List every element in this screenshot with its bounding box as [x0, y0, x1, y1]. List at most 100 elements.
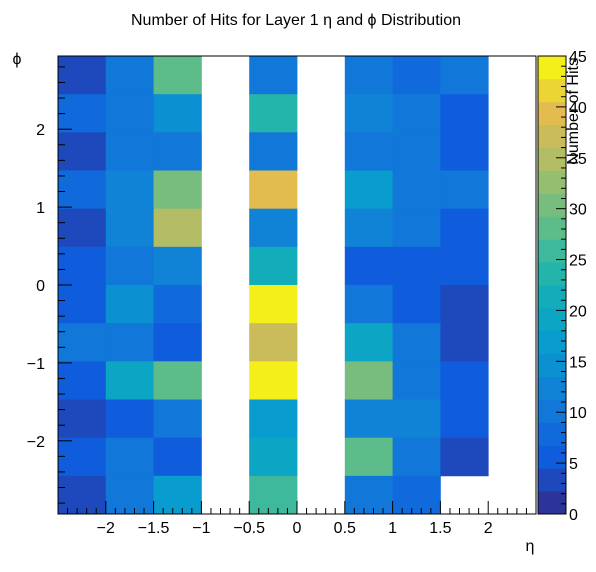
heatmap-cell: [440, 132, 489, 171]
colorbar-segment: [538, 193, 566, 217]
heatmap-cell: [392, 56, 441, 95]
heatmap-cell: [58, 285, 107, 324]
heatmap-cell: [153, 399, 202, 439]
heatmap-cell: [105, 56, 154, 95]
heatmap-cell: [249, 94, 298, 133]
heatmap-cell: [392, 94, 441, 133]
colorbar-segment: [538, 376, 566, 400]
heatmap-cell: [153, 323, 202, 362]
colorbar-tick-label: 35: [569, 151, 587, 168]
heatmap-cell: [344, 208, 393, 248]
heatmap-cell: [153, 361, 202, 400]
colorbar-segment: [538, 353, 566, 377]
y-tick-label: 1: [36, 200, 45, 217]
heatmap-cell: [105, 246, 154, 286]
colorbar-segment: [538, 101, 566, 126]
heatmap-cell: [249, 208, 298, 248]
heatmap-cell: [58, 208, 107, 248]
heatmap-cell: [392, 323, 441, 362]
heatmap-cell: [392, 437, 441, 477]
colorbar-segment: [538, 239, 566, 263]
heatmap-cell: [249, 399, 298, 439]
heatmap-cell: [58, 56, 107, 95]
colorbar-segment: [538, 262, 566, 286]
heatmap-cell: [344, 56, 393, 95]
heatmap-cell: [392, 361, 441, 400]
heatmap-cell: [344, 170, 393, 210]
heatmap-cell: [392, 475, 441, 515]
heatmap-cell: [105, 475, 154, 515]
heatmap-cell: [344, 246, 393, 286]
colorbar-tick-label: 0: [569, 507, 578, 524]
x-tick-label: −1.5: [138, 520, 170, 537]
heatmap-cell: [105, 361, 154, 400]
colorbar-segment: [538, 147, 566, 171]
heatmap-cell: [344, 361, 393, 400]
colorbar-border: [537, 55, 567, 515]
heatmap-cell: [344, 475, 393, 515]
colorbar-segment: [538, 468, 566, 492]
x-tick-label: −2: [97, 520, 115, 537]
x-tick-label: 0.5: [334, 520, 356, 537]
colorbar-segment: [538, 330, 566, 355]
colorbar-segment: [538, 56, 566, 80]
heatmap-cell: [105, 132, 154, 171]
colorbar-segment: [538, 285, 566, 309]
heatmap-cell: [392, 132, 441, 171]
heatmap-cell: [344, 437, 393, 477]
heatmap-cell: [392, 285, 441, 324]
colorbar-tick-label: 15: [569, 354, 587, 371]
y-axis: −2 −1 0 1 2: [27, 66, 72, 504]
heatmap-cell: [153, 170, 202, 210]
x-tick-label: 1.5: [429, 520, 451, 537]
heatmap-cell: [153, 132, 202, 171]
heatmap-cell: [440, 361, 489, 400]
heatmap-cell: [153, 437, 202, 477]
colorbar-segment: [538, 216, 566, 240]
heatmap-cell: [440, 170, 489, 210]
heatmap-cell: [249, 246, 298, 286]
heatmap-cell: [249, 361, 298, 400]
heatmap-cell: [440, 56, 489, 95]
heatmap-cell: [249, 323, 298, 362]
heatmap-cell: [58, 132, 107, 171]
chart-title: Number of Hits for Layer 1 η and ϕ Distr…: [131, 12, 461, 29]
heatmap-cell: [105, 208, 154, 248]
heatmap-cell: [249, 285, 298, 324]
heatmap-cell: [105, 170, 154, 210]
heatmap-cell: [249, 132, 298, 171]
heatmap-cell: [440, 399, 489, 439]
colorbar: 0 5 10 15 20 25 30 35 40 45: [537, 49, 587, 524]
colorbar-tick-label: 5: [569, 456, 578, 473]
colorbar-segment: [538, 491, 566, 515]
heatmap-cell: [344, 323, 393, 362]
x-axis: −2 −1.5 −1 −0.5 0 0.5 1 1.5 2: [67, 501, 527, 537]
heatmap-cell: [440, 94, 489, 133]
heatmap-cell: [249, 475, 298, 515]
heatmap-cell: [153, 285, 202, 324]
heatmap-cell: [58, 246, 107, 286]
colorbar-segment: [538, 124, 566, 148]
heatmap-cell: [153, 208, 202, 248]
heatmap-cell: [58, 361, 107, 400]
heatmap-cell: [440, 208, 489, 248]
heatmap-cells: [58, 56, 489, 515]
heatmap-cell: [392, 170, 441, 210]
heatmap-cell: [105, 94, 154, 133]
heatmap-cell: [249, 56, 298, 95]
heatmap-cell: [58, 437, 107, 477]
y-tick-label: −1: [27, 356, 45, 373]
heatmap-cell: [344, 285, 393, 324]
heatmap-cell: [392, 399, 441, 439]
colorbar-segment: [538, 170, 566, 194]
heatmap-cell: [105, 323, 154, 362]
colorbar-segment: [538, 78, 566, 103]
y-tick-label: 0: [36, 278, 45, 295]
colorbar-segment: [538, 307, 566, 332]
heatmap-cell: [440, 323, 489, 362]
y-tick-label: 2: [36, 122, 45, 139]
heatmap-cell: [344, 399, 393, 439]
colorbar-segment: [538, 399, 566, 423]
x-tick-label: 1: [388, 520, 397, 537]
heatmap-cell: [58, 323, 107, 362]
